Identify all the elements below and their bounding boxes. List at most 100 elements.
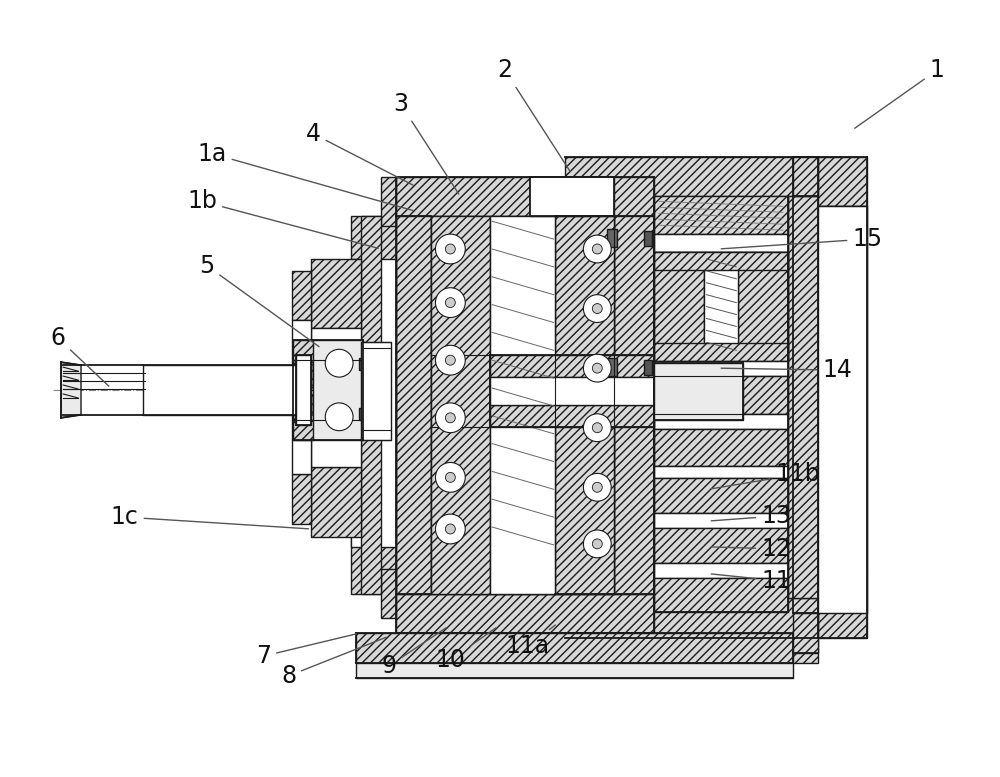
Bar [292,320,311,475]
Bar [143,365,296,415]
Circle shape [445,472,455,483]
Text: 13: 13 [711,504,791,528]
Bar [359,358,367,370]
Bar [565,157,818,197]
Circle shape [435,462,465,493]
Text: 8: 8 [281,637,386,688]
Bar [361,216,381,594]
Bar [311,329,361,468]
Bar [565,638,818,663]
Bar [818,207,867,569]
Circle shape [445,355,455,365]
Text: 1: 1 [855,58,944,128]
Text: 11: 11 [711,569,791,593]
Bar [490,355,654,377]
Bar [396,594,654,633]
Bar [654,343,788,361]
Text: 7: 7 [256,634,356,668]
Circle shape [435,287,465,318]
Circle shape [435,345,465,375]
Bar [293,340,363,440]
Circle shape [592,483,602,493]
Text: 1c: 1c [111,505,309,529]
Bar [431,216,614,594]
Bar [356,663,793,678]
Bar [565,598,818,638]
Bar [654,361,788,376]
Text: 1a: 1a [197,141,413,211]
Circle shape [435,403,465,433]
Bar [654,577,788,612]
Bar [793,613,818,653]
Bar [654,479,788,513]
Circle shape [592,363,602,373]
Polygon shape [293,361,313,390]
Bar [359,408,367,420]
Bar [654,197,788,234]
Bar [293,340,313,390]
Polygon shape [61,362,81,418]
Circle shape [592,244,602,254]
Bar [654,528,788,563]
Text: 14: 14 [721,358,853,382]
Circle shape [435,514,465,544]
Bar [311,259,361,329]
Text: 11a: 11a [506,625,555,658]
Text: 10: 10 [435,628,496,672]
Bar [292,475,311,524]
Circle shape [583,354,611,382]
Bar [654,363,743,420]
Text: 3: 3 [393,92,459,194]
Text: 11b: 11b [711,462,820,489]
Bar [607,229,617,247]
Text: 6: 6 [51,326,109,386]
Bar [654,414,788,429]
Bar [644,361,652,375]
Bar [607,358,617,376]
Text: 2: 2 [497,58,570,171]
Bar [818,569,867,638]
Text: 12: 12 [711,537,791,561]
Text: 1b: 1b [187,190,378,249]
Circle shape [583,294,611,322]
Circle shape [583,473,611,501]
Bar [654,252,788,361]
Bar [356,633,793,663]
Polygon shape [293,390,313,420]
Bar [381,176,396,226]
Bar [381,569,396,618]
Circle shape [445,298,455,308]
Bar [530,176,614,216]
Circle shape [592,423,602,433]
Bar [654,252,788,270]
Circle shape [445,413,455,423]
Text: 4: 4 [306,122,413,185]
Circle shape [435,234,465,264]
Bar [292,271,311,320]
Circle shape [325,403,353,430]
Circle shape [592,539,602,549]
Bar [490,216,555,594]
Bar [396,216,431,594]
Bar [793,157,818,197]
Bar [704,252,738,361]
Circle shape [583,235,611,263]
Bar [654,513,788,528]
Bar [654,466,788,479]
Bar [396,176,654,216]
Circle shape [583,414,611,441]
Bar [654,234,788,252]
Bar [490,377,654,405]
Circle shape [325,350,353,377]
Bar [361,343,391,440]
Text: 9: 9 [381,628,446,678]
Text: 15: 15 [721,227,882,251]
Bar [293,390,313,440]
Bar [351,259,396,547]
Bar [614,216,654,594]
Bar [654,563,788,577]
Bar [654,376,788,414]
Bar [654,429,788,466]
Circle shape [445,524,455,534]
Bar [490,405,654,427]
